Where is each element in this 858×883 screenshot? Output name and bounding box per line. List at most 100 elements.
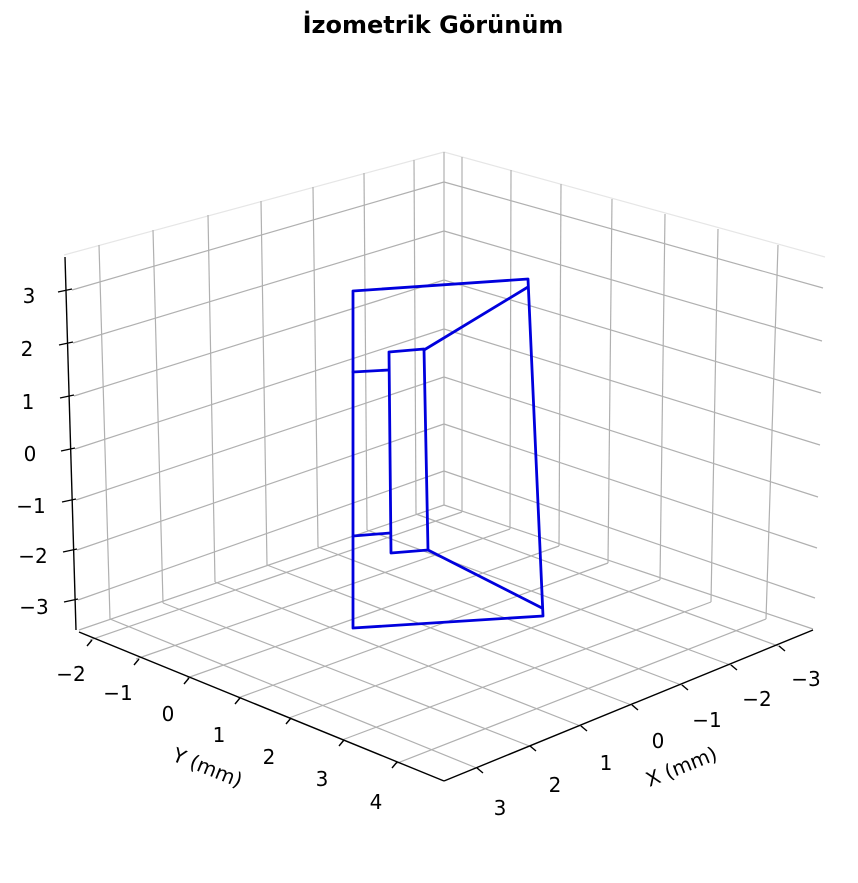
y-axis-label: Y (mm) — [168, 742, 246, 792]
y-tick-label: −2 — [56, 662, 85, 686]
grid-line — [317, 546, 685, 687]
z-tick-label: 2 — [21, 337, 34, 361]
z-tick-mark — [58, 341, 74, 346]
y-tick-label: 2 — [263, 745, 276, 769]
grid-line — [607, 198, 613, 564]
chart-title: İzometrik Görünüm — [303, 10, 564, 39]
grid-line — [73, 279, 445, 397]
x-axis-line — [443, 629, 814, 782]
upper-diagonal-edge — [422, 285, 530, 352]
grid-line — [394, 618, 767, 765]
grid-line — [413, 159, 417, 515]
y-tick-label: 3 — [316, 767, 329, 791]
lower-connector — [351, 531, 392, 538]
grid-line — [75, 376, 445, 501]
grid-line — [312, 186, 319, 548]
y-tick-mark — [86, 639, 93, 647]
floor-grid — [78, 504, 814, 770]
y-axis-line — [78, 631, 445, 782]
y-tick-mark — [285, 717, 292, 725]
z-tick-label: −1 — [16, 494, 45, 518]
x-tick-label: −3 — [791, 667, 820, 691]
x-tick-mark — [529, 745, 537, 752]
grid-line — [98, 244, 111, 620]
axes — [64, 256, 814, 782]
grid-line — [237, 562, 609, 699]
upper-connector — [351, 368, 391, 374]
z-tick-label: 0 — [24, 442, 37, 466]
y-tick-label: 4 — [370, 790, 383, 814]
z-axis-ticks: 3 2 1 0 −1 −2 −3 — [16, 284, 79, 619]
grid-line — [207, 214, 216, 583]
grid-line — [152, 229, 164, 604]
x-tick-label: 2 — [549, 773, 562, 797]
grid-line — [214, 581, 584, 728]
wireframe-series — [351, 277, 545, 630]
grid-line — [443, 181, 824, 289]
grid-line — [443, 423, 818, 549]
grid-line — [260, 200, 268, 566]
x-tick-label: 1 — [600, 751, 613, 775]
y-tick-mark — [133, 658, 140, 666]
grid-line — [288, 579, 661, 719]
x-tick-label: −2 — [742, 687, 771, 711]
z-tick-mark — [61, 498, 77, 503]
x-tick-mark — [631, 704, 639, 711]
grid-line — [363, 172, 368, 531]
grid-line — [443, 279, 822, 394]
grid-line — [78, 504, 445, 631]
grid-line — [765, 244, 779, 620]
y-tick-mark — [234, 697, 241, 705]
x-axis-ticks: 3 2 1 0 −1 −2 −3 — [476, 645, 821, 820]
grid-line — [415, 513, 782, 648]
x-tick-mark — [778, 645, 786, 652]
left-wall-grid — [71, 159, 445, 620]
x-tick-mark — [730, 664, 738, 671]
grid-line — [266, 564, 635, 707]
grid-line — [89, 511, 463, 641]
y-tick-mark — [338, 739, 345, 747]
outer-frame — [351, 277, 545, 630]
grid-line — [443, 470, 816, 599]
z-tick-mark — [57, 288, 73, 293]
x-tick-mark — [580, 725, 588, 732]
y-tick-mark — [183, 677, 190, 685]
grid-line — [443, 504, 814, 630]
x-tick-label: 3 — [494, 796, 507, 820]
z-tick-mark — [63, 598, 79, 603]
grid-line — [443, 376, 819, 498]
z-tick-label: −3 — [19, 595, 48, 619]
grid-line — [74, 328, 445, 450]
x-tick-label: −1 — [692, 708, 721, 732]
grid-line — [109, 618, 480, 770]
grid-line — [72, 230, 445, 344]
y-axis-ticks: −2 −1 0 1 2 3 4 — [56, 639, 398, 814]
grid-line — [71, 181, 445, 291]
grid-line — [76, 423, 445, 551]
x-tick-mark — [681, 684, 689, 691]
grid-line — [186, 545, 560, 679]
grid-line — [443, 328, 821, 446]
z-tick-label: 1 — [22, 390, 35, 414]
x-tick-label: 0 — [652, 729, 665, 753]
inner-box — [387, 347, 430, 555]
x-tick-mark — [476, 767, 484, 774]
y-tick-label: 0 — [162, 702, 175, 726]
y-tick-label: −1 — [103, 681, 132, 705]
grid-line — [77, 470, 445, 601]
y-tick-mark — [391, 761, 398, 769]
z-tick-label: 3 — [23, 284, 36, 308]
grid-line — [162, 602, 533, 748]
grid-line — [443, 230, 823, 342]
z-tick-label: −2 — [18, 544, 47, 568]
z-tick-mark — [59, 394, 75, 399]
grid-line — [135, 528, 511, 660]
grid-line — [341, 601, 712, 741]
y-tick-label: 1 — [213, 723, 226, 747]
grid-line — [710, 228, 719, 603]
right-wall-grid — [443, 157, 824, 620]
lower-diagonal-edge — [426, 548, 544, 610]
grid-line — [366, 529, 734, 667]
z-tick-mark — [60, 447, 76, 452]
